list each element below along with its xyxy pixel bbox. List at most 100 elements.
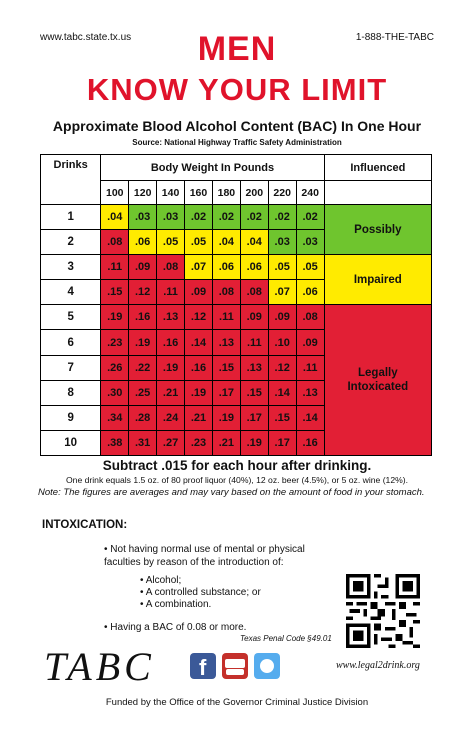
bac-value: .09 — [239, 304, 269, 331]
bac-value: .11 — [156, 279, 186, 306]
penal-code-reference: Texas Penal Code §49.01 — [240, 634, 332, 643]
sub-item-alcohol: • Alcohol; — [140, 575, 182, 586]
bac-value: .08 — [295, 304, 325, 331]
one-drink-definition: One drink equals 1.5 oz. of 80 proof liq… — [65, 475, 409, 485]
bac-value: .19 — [100, 304, 130, 331]
qr-code-icon[interactable] — [346, 574, 420, 648]
bac-value: .19 — [211, 404, 241, 431]
bac-value: .04 — [211, 229, 241, 256]
bac-value: .03 — [295, 229, 325, 256]
phone-number: 1-888-THE-TABC — [355, 32, 434, 43]
bac-value: .02 — [295, 203, 325, 231]
drinks-count: 5 — [39, 304, 102, 331]
chart-subtitle: Approximate Blood Alcohol Content (BAC) … — [52, 118, 422, 134]
table-row: 10.38.31.27.23.21.19.17.16 — [39, 429, 432, 457]
drinks-count: 1 — [39, 203, 102, 231]
bac-value: .12 — [267, 354, 297, 381]
status-legally-line2: Intoxicated — [347, 381, 409, 394]
bac-value: .03 — [128, 203, 158, 231]
bac-value: .19 — [128, 329, 158, 356]
bac-value: .15 — [211, 354, 241, 381]
subtract-note: Subtract .015 for each hour after drinki… — [102, 458, 372, 473]
status-possibly: Possibly — [323, 203, 433, 256]
bac-value: .15 — [239, 379, 269, 406]
bac-value: .12 — [128, 279, 158, 306]
bac-value: .09 — [184, 279, 213, 306]
header-body-weight: Body Weight In Pounds — [100, 154, 325, 181]
title-men: MEN — [197, 30, 277, 68]
bac-value: .13 — [239, 354, 269, 381]
facebook-icon[interactable]: f — [190, 653, 216, 680]
bac-value: .24 — [156, 404, 186, 431]
table-row: 3.11.09.08.07.06.06.05.05 Impaired — [39, 254, 433, 306]
weight-header: 240 — [295, 180, 325, 205]
bac-value: .05 — [184, 229, 213, 256]
weight-header: 220 — [267, 180, 297, 205]
bac-value: .23 — [100, 329, 130, 356]
bac-value: .23 — [184, 429, 213, 457]
intoxication-heading: INTOXICATION: — [42, 519, 128, 531]
bac-value: .04 — [100, 203, 130, 231]
bac-value: .21 — [156, 379, 186, 406]
bac-value: .13 — [295, 379, 325, 406]
status-impaired: Impaired — [323, 254, 433, 306]
bac-value: .21 — [184, 404, 213, 431]
bac-value: .22 — [128, 354, 158, 381]
legal2drink-link[interactable]: www.legal2drink.org — [336, 660, 420, 671]
drinks-count: 8 — [39, 379, 102, 406]
bac-value: .13 — [211, 329, 241, 356]
bac-value: .09 — [267, 304, 297, 331]
svg-text:f: f — [199, 655, 207, 679]
bac-value: .11 — [295, 354, 325, 381]
bac-value: .14 — [184, 329, 213, 356]
table-row: 6.23.19.16.14.13.11.10.09 — [39, 329, 432, 356]
bac-value: .09 — [128, 254, 158, 281]
bac-value: .02 — [184, 203, 213, 231]
bac-value: .19 — [239, 429, 269, 457]
drinks-count: 9 — [39, 404, 102, 431]
bac-value: .17 — [211, 379, 241, 406]
bac-value: .15 — [267, 404, 297, 431]
youtube-icon[interactable] — [222, 653, 248, 679]
drinks-count: 2 — [39, 229, 102, 256]
bac-value: .02 — [239, 203, 269, 231]
bac-value: .30 — [100, 379, 130, 406]
website-url: www.tabc.state.tx.us — [40, 32, 132, 43]
intoxication-sub-list: • Alcohol; • A controlled substance; or … — [140, 575, 261, 611]
bac-value: .16 — [128, 304, 158, 331]
bac-value: .08 — [156, 254, 186, 281]
bac-value: .12 — [184, 304, 213, 331]
title-know-your-limit: KNOW YOUR LIMIT — [86, 72, 388, 107]
bac-value: .28 — [128, 404, 158, 431]
bac-value: .16 — [184, 354, 213, 381]
bac-value: .16 — [156, 329, 186, 356]
drinks-count: 6 — [39, 329, 102, 356]
bac-value: .07 — [267, 279, 297, 306]
bac-table: Drinks Body Weight In Pounds Influenced … — [39, 154, 433, 457]
tabc-logo: TABC — [44, 644, 151, 688]
bac-value: .08 — [239, 279, 269, 306]
bac-value: .17 — [239, 404, 269, 431]
weight-header: 100 — [100, 180, 130, 205]
bac-value: .19 — [156, 354, 186, 381]
funded-by: Funded by the Office of the Governor Cri… — [105, 697, 369, 708]
bac-value: .03 — [156, 203, 186, 231]
bac-value: .06 — [295, 279, 325, 306]
bac-value: .09 — [295, 329, 325, 356]
bac-value: .02 — [267, 203, 297, 231]
bac-value: .19 — [184, 379, 213, 406]
bac-value: .02 — [211, 203, 241, 231]
bac-value: .13 — [156, 304, 186, 331]
bac-value: .38 — [100, 429, 130, 457]
status-legally-intoxicated: Legally Intoxicated — [323, 304, 433, 456]
drinks-count: 4 — [39, 279, 102, 306]
bac-value: .15 — [100, 279, 130, 306]
bac-value: .04 — [239, 229, 269, 256]
top-row: www.tabc.state.tx.us 1-888-THE-TABC — [40, 32, 434, 46]
bac-value: .26 — [100, 354, 130, 381]
twitter-icon[interactable] — [254, 653, 280, 679]
bac-value: .05 — [267, 254, 297, 281]
bac-value: .17 — [267, 429, 297, 457]
sub-item-combination: • A combination. — [140, 599, 212, 610]
bac-value: .27 — [156, 429, 186, 457]
